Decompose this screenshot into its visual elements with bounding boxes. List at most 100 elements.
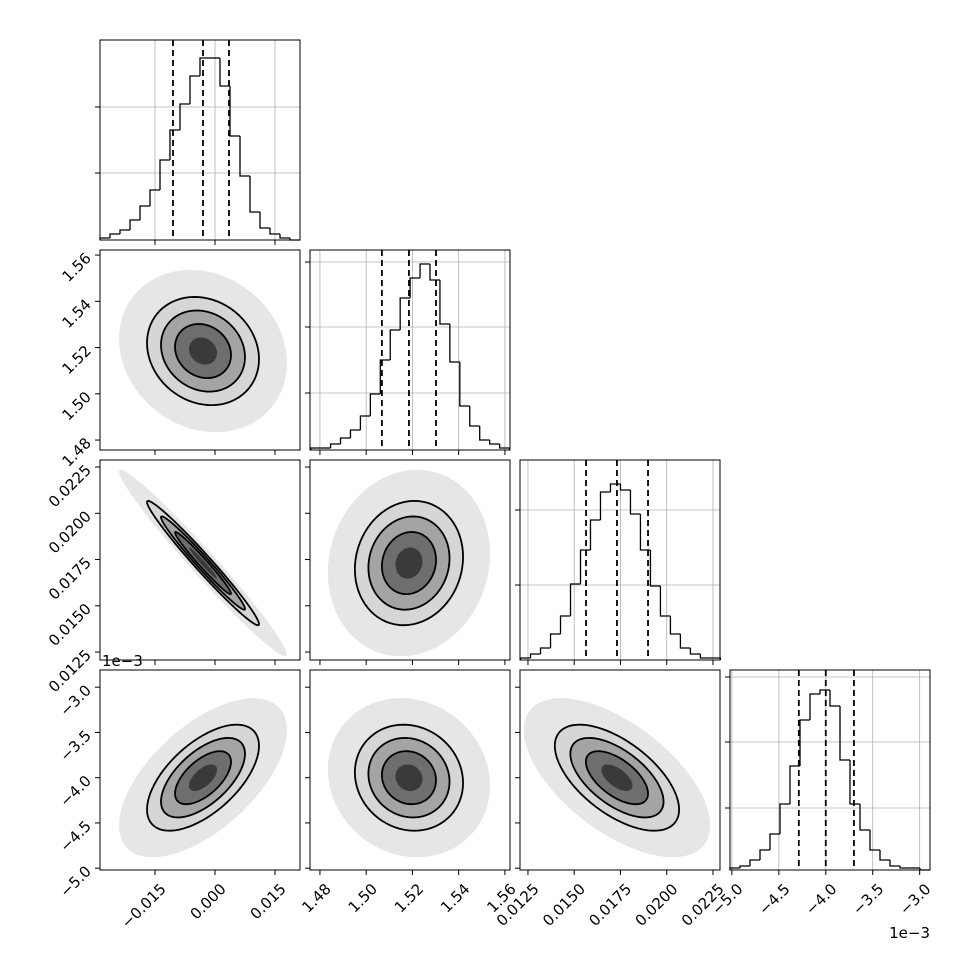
density-layer bbox=[119, 269, 287, 433]
density-layer bbox=[119, 469, 287, 657]
x-tick-label: 1.54 bbox=[437, 880, 473, 916]
y-tick-label: −5.0 bbox=[56, 862, 94, 900]
panel-frame bbox=[99, 459, 301, 661]
histogram-panel bbox=[95, 39, 301, 245]
y-tick-label: −4.5 bbox=[56, 817, 94, 855]
histogram-step bbox=[839, 706, 850, 761]
histogram-step bbox=[619, 484, 631, 491]
histogram-panel bbox=[515, 459, 722, 665]
histogram-step bbox=[749, 859, 760, 866]
x-tick-label: −4.0 bbox=[802, 880, 840, 918]
contour bbox=[189, 337, 217, 365]
histogram-step bbox=[789, 765, 800, 804]
histogram-step bbox=[809, 693, 820, 720]
histogram-step bbox=[849, 760, 860, 805]
histogram-step bbox=[479, 426, 490, 441]
histogram-step bbox=[109, 233, 120, 238]
panel-frame bbox=[309, 249, 511, 451]
histogram-step bbox=[609, 483, 621, 492]
density-layer bbox=[523, 698, 711, 858]
histogram-step bbox=[179, 103, 190, 130]
y-tick-label: −3.5 bbox=[56, 727, 94, 765]
histogram-step bbox=[589, 519, 601, 550]
histogram-step bbox=[779, 803, 790, 834]
histogram-step bbox=[369, 393, 381, 416]
x-tick-label: 0.0200 bbox=[632, 880, 682, 930]
histogram-step bbox=[199, 57, 210, 76]
y-tick-label: 1.50 bbox=[58, 388, 94, 424]
x-tick-label: 1.50 bbox=[345, 880, 381, 916]
x-tick-label: −3.0 bbox=[896, 880, 934, 918]
histogram-step bbox=[349, 429, 361, 438]
density-panel: 1.48 1.50 1.52 1.54 1.56 bbox=[58, 249, 301, 471]
x-tick-label: 1.48 bbox=[298, 880, 334, 916]
histogram-step bbox=[869, 830, 880, 851]
histogram-step bbox=[859, 804, 870, 831]
y-tick-label: −4.0 bbox=[56, 772, 94, 810]
histogram-step bbox=[189, 75, 200, 104]
histogram-step bbox=[529, 653, 541, 658]
histogram-step bbox=[669, 616, 681, 635]
histogram-step bbox=[159, 159, 170, 190]
panel-frame bbox=[99, 249, 301, 451]
y-tick-label: 0.0200 bbox=[45, 507, 95, 557]
histogram-step bbox=[169, 129, 180, 160]
histogram-step bbox=[569, 583, 581, 616]
x-offset-label: 1e−3 bbox=[889, 924, 930, 942]
contour bbox=[189, 764, 217, 791]
histogram-step bbox=[549, 633, 561, 648]
histogram-step bbox=[739, 865, 750, 868]
histogram-step bbox=[489, 440, 500, 445]
histogram-step bbox=[439, 280, 450, 325]
panel-frame bbox=[729, 669, 931, 871]
contour bbox=[601, 764, 633, 791]
x-tick-label: −0.015 bbox=[118, 880, 170, 932]
contour bbox=[395, 764, 423, 791]
histogram-panel bbox=[305, 249, 511, 455]
contour bbox=[189, 547, 217, 579]
histogram-step bbox=[399, 297, 411, 330]
panel-frame bbox=[309, 459, 511, 661]
histogram-step bbox=[899, 866, 910, 869]
histogram-step bbox=[119, 229, 130, 234]
density-panel bbox=[305, 459, 511, 665]
histogram-step bbox=[629, 490, 641, 515]
histogram-step bbox=[759, 849, 770, 860]
x-tick-label: 0.0175 bbox=[585, 880, 635, 930]
y-tick-label: 1.56 bbox=[58, 249, 94, 285]
histogram-step bbox=[279, 234, 290, 239]
histogram-step bbox=[269, 228, 280, 235]
histogram-step bbox=[379, 359, 391, 394]
histogram-step bbox=[449, 324, 460, 363]
histogram-step bbox=[769, 833, 780, 850]
y-tick-label: 1.54 bbox=[58, 295, 94, 331]
histogram-step bbox=[129, 219, 140, 230]
contour bbox=[395, 547, 423, 579]
density-layer bbox=[327, 469, 491, 657]
histogram-step bbox=[599, 491, 611, 520]
density-panel: −0.015 0.000 0.015−5.0−4.5−4.0−3.5−3.0 bbox=[56, 669, 301, 932]
histogram-step bbox=[689, 648, 701, 655]
histogram-step bbox=[339, 437, 351, 444]
panel-frame bbox=[99, 39, 301, 241]
density-layer bbox=[327, 698, 491, 858]
histogram-step bbox=[239, 136, 250, 177]
histogram-step bbox=[429, 264, 440, 281]
x-tick-label: 0.0150 bbox=[539, 880, 589, 930]
histogram-step bbox=[539, 647, 551, 654]
x-tick-label: −3.5 bbox=[849, 880, 887, 918]
histogram-step bbox=[469, 406, 480, 427]
histogram-step bbox=[879, 850, 890, 861]
histogram-step bbox=[579, 549, 591, 584]
histogram-step bbox=[259, 212, 270, 229]
y-offset-label: 1e−3 bbox=[102, 652, 143, 670]
histogram-step bbox=[649, 550, 661, 587]
histogram-step bbox=[889, 860, 900, 867]
panel-frame bbox=[309, 669, 511, 871]
histogram-step bbox=[329, 443, 341, 448]
histogram-step bbox=[639, 514, 651, 551]
y-tick-label: 1.52 bbox=[58, 342, 94, 378]
histogram-step bbox=[219, 58, 230, 87]
